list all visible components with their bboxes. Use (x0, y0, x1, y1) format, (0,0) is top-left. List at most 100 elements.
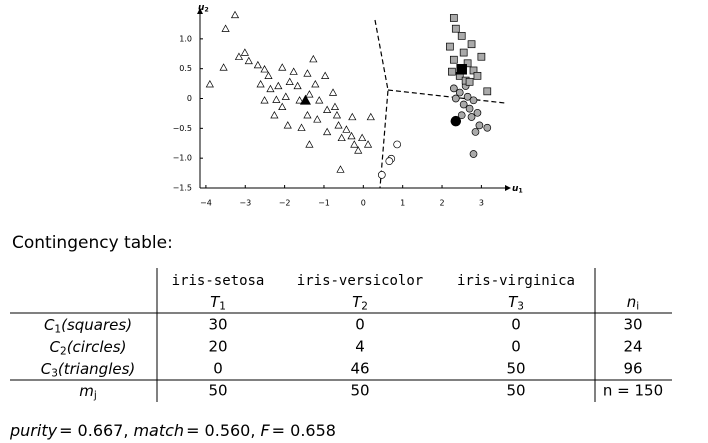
subscript: 2 (204, 7, 208, 14)
triangle-point (266, 84, 275, 93)
triangle-point (354, 146, 363, 154)
metric-value: = 0.667 (59, 421, 123, 440)
cell: 0 (511, 338, 521, 356)
circle-point (455, 88, 464, 97)
symbol: C (41, 360, 52, 378)
triangle-point (323, 127, 332, 136)
y-tick-label: 0.5 (179, 64, 192, 73)
triangle-point (221, 24, 230, 32)
note: (triangles) (58, 360, 135, 378)
separator: , (250, 421, 255, 440)
row-total: 24 (623, 338, 642, 356)
triangle-point (330, 102, 340, 111)
x-tick-label: −2 (279, 199, 291, 208)
circle-point (451, 94, 460, 103)
circle-point (483, 123, 492, 132)
triangle-point (285, 77, 294, 85)
triangle-point (283, 121, 292, 129)
symbol: T (508, 293, 519, 311)
boundary (374, 19, 389, 189)
subscript: 2 (361, 301, 368, 313)
triangle-point (336, 165, 345, 173)
triangle-point (253, 60, 262, 69)
symbol: m (79, 382, 94, 400)
circle-point (475, 121, 484, 130)
symbol: n (627, 293, 637, 311)
x-tick-label: 3 (479, 199, 484, 208)
triangle-point (260, 96, 269, 104)
subscript: i (636, 301, 639, 313)
column-symbol: T1 (210, 293, 226, 313)
square-point (467, 40, 476, 49)
triangle-point (328, 88, 338, 96)
triangle-point (299, 94, 311, 105)
total-header: ni (627, 293, 639, 313)
triangle-point (366, 112, 375, 121)
cell: 50 (350, 382, 369, 400)
circle-point (469, 150, 478, 158)
circle-point (463, 92, 472, 101)
cell: 50 (208, 382, 227, 400)
triangle-point (350, 140, 359, 148)
square-point (477, 52, 486, 61)
triangle-point (219, 63, 228, 71)
triangle-point (260, 65, 269, 73)
triangle-point (311, 79, 320, 88)
column-name: iris-virginica (457, 273, 575, 289)
triangle-point (244, 56, 253, 65)
decision-boundaries (374, 19, 506, 189)
circle-point (469, 96, 478, 105)
triangle-point (272, 95, 281, 103)
subscript: 1 (219, 301, 226, 313)
boundary (387, 89, 506, 104)
triangle-point (234, 52, 244, 60)
triangle-point (303, 110, 312, 119)
symbol: u (198, 3, 205, 13)
symbol: C (50, 338, 61, 356)
metric-name: match (133, 421, 184, 440)
circle-point (377, 171, 386, 179)
square-point (456, 64, 467, 75)
triangle-point (289, 67, 298, 75)
circle-point (459, 100, 468, 109)
row-label: C1(squares) (44, 316, 132, 336)
triangle-point (332, 110, 342, 119)
cell: 0 (213, 360, 223, 378)
column-name: iris-versicolor (297, 273, 423, 289)
square-point (449, 14, 458, 22)
symbol: T (210, 293, 221, 311)
x-tick-label: −1 (318, 199, 330, 208)
subscript: 1 (518, 188, 522, 195)
y-tick-label: −0.5 (173, 124, 192, 133)
square-point (459, 48, 468, 57)
cell: 20 (208, 338, 227, 356)
triangle-point (321, 71, 330, 79)
symbol: u (512, 184, 519, 194)
subscript: 3 (517, 301, 524, 313)
triangle-point (342, 125, 351, 133)
triangle-point (205, 79, 214, 88)
triangle-point (358, 133, 367, 142)
triangle-point (334, 121, 343, 129)
circle-point (471, 128, 480, 136)
triangle-point (281, 92, 290, 100)
square-point (469, 66, 478, 75)
row-total: 30 (623, 316, 642, 334)
triangle-point (256, 79, 265, 88)
triangle-point (337, 133, 346, 142)
x-tick-label: 1 (400, 199, 405, 208)
circle-point (457, 111, 466, 120)
subscript: 1 (54, 324, 61, 336)
cell: 4 (355, 338, 365, 356)
x-tick-label: 0 (361, 199, 366, 208)
triangle-point (305, 90, 314, 98)
triangle-point (230, 10, 240, 19)
triangle-point (363, 140, 373, 148)
x-tick-label: −3 (239, 199, 251, 208)
x-tick-label: −4 (200, 199, 212, 208)
symbol: T (352, 293, 363, 311)
cell: 30 (208, 316, 227, 334)
square-point (463, 59, 472, 68)
square-point (473, 71, 482, 80)
y-tick-label: 1.0 (179, 34, 192, 43)
